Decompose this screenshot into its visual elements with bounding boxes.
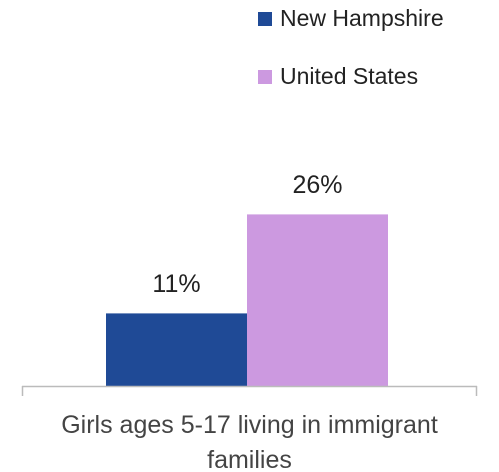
legend-label: New Hampshire: [280, 5, 444, 31]
legend-label: United States: [280, 63, 418, 89]
x-tick-label: Girls ages 5-17 living in immigrant fami…: [61, 411, 438, 472]
legend-swatch: [258, 12, 272, 26]
legend-swatch: [258, 70, 272, 84]
data-label: 11%: [152, 270, 200, 298]
bar: [247, 214, 388, 386]
data-label: 26%: [292, 171, 342, 199]
bar: [106, 313, 247, 386]
